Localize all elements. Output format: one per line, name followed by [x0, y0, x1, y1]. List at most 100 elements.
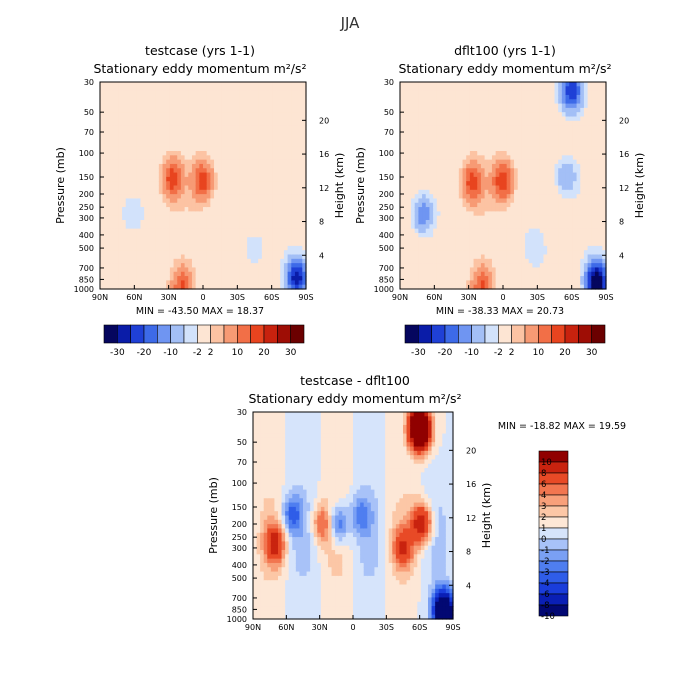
field-cell: [269, 125, 274, 131]
field-cell: [103, 163, 108, 169]
field-cell: [565, 232, 570, 238]
field-cell: [525, 220, 530, 225]
field-cell: [510, 133, 515, 139]
field-cell: [195, 159, 200, 165]
field-cell: [436, 202, 442, 208]
field-cell: [455, 237, 460, 243]
field-cell: [565, 254, 570, 260]
field-cell: [543, 112, 548, 118]
field-cell: [425, 263, 431, 269]
field-cell: [210, 189, 215, 195]
field-cell: [411, 276, 416, 281]
field-cell: [528, 86, 534, 92]
field-cell: [272, 276, 278, 281]
field-cell: [433, 133, 438, 139]
field-cell: [217, 276, 222, 281]
field-cell: [517, 276, 522, 281]
field-cell: [206, 254, 211, 260]
field-cell: [225, 107, 230, 113]
field-cell: [122, 254, 127, 260]
field-cell: [114, 232, 119, 238]
field-cell: [422, 194, 427, 200]
field-cell: [547, 107, 552, 113]
field-cell: [217, 120, 222, 126]
field-cell: [400, 237, 405, 243]
field-cell: [188, 112, 193, 118]
field-cell: [133, 172, 138, 178]
field-cell: [118, 172, 123, 178]
field-cell: [414, 103, 419, 109]
field-cell: [140, 90, 145, 96]
field-cell: [169, 237, 175, 243]
field-cell: [440, 237, 445, 243]
field-cell: [532, 163, 537, 169]
field-cell: [140, 263, 145, 269]
field-cell: [258, 271, 263, 277]
field-cell: [451, 151, 456, 156]
field-cell: [162, 163, 167, 169]
field-cell: [473, 129, 478, 135]
field-cell: [550, 159, 556, 165]
field-cell: [491, 267, 497, 273]
field-cell: [436, 254, 442, 260]
field-cell: [158, 133, 164, 139]
field-cell: [261, 107, 267, 113]
field-cell: [243, 245, 248, 251]
field-cell: [411, 86, 416, 92]
field-cell: [261, 112, 267, 118]
field-cell: [495, 241, 500, 247]
field-cell: [473, 228, 478, 234]
field-cell: [265, 267, 270, 273]
field-cell: [103, 220, 108, 225]
field-cell: [133, 207, 138, 212]
field-cell: [177, 155, 182, 161]
field-cell: [228, 189, 234, 195]
field-cell: [265, 250, 270, 256]
field-cell: [484, 116, 489, 122]
chart-subtitle: Stationary eddy momentum m²/s²: [398, 61, 611, 76]
field-cell: [436, 163, 442, 169]
field-cell: [528, 142, 534, 148]
field-cell: [477, 151, 482, 156]
field-cell: [302, 198, 307, 204]
field-cell: [561, 258, 567, 264]
field-cell: [528, 241, 534, 247]
field-cell: [118, 185, 123, 191]
field-cell: [418, 232, 423, 238]
field-cell: [291, 107, 296, 113]
field-cell: [221, 125, 226, 131]
field-cell: [433, 142, 438, 148]
field-cell: [458, 99, 464, 105]
field-cell: [429, 125, 434, 131]
field-cell: [291, 250, 296, 256]
field-cell: [125, 215, 131, 221]
field-cell: [140, 86, 145, 92]
field-cell: [199, 176, 204, 182]
field-cell: [195, 82, 200, 87]
field-cell: [418, 99, 423, 105]
field-cell: [122, 107, 127, 113]
field-cell: [129, 103, 134, 109]
field-cell: [103, 176, 108, 182]
field-cell: [400, 146, 405, 152]
field-cell: [158, 211, 164, 217]
field-cell: [510, 284, 515, 290]
field-cell: [133, 116, 138, 122]
field-cell: [473, 172, 478, 178]
field-cell: [429, 103, 434, 109]
field-cell: [133, 280, 138, 286]
field-cell: [228, 142, 234, 148]
field-cell: [561, 116, 567, 122]
field-cell: [144, 267, 149, 273]
field-cell: [140, 159, 145, 165]
field-cell: [114, 185, 119, 191]
field-cell: [425, 168, 431, 174]
field-cell: [429, 215, 434, 221]
field-cell: [458, 237, 464, 243]
field-cell: [155, 189, 160, 195]
field-cell: [294, 207, 300, 212]
field-cell: [107, 107, 112, 113]
field-cell: [169, 163, 175, 169]
field-cell: [495, 258, 500, 264]
field-cell: [151, 237, 156, 243]
